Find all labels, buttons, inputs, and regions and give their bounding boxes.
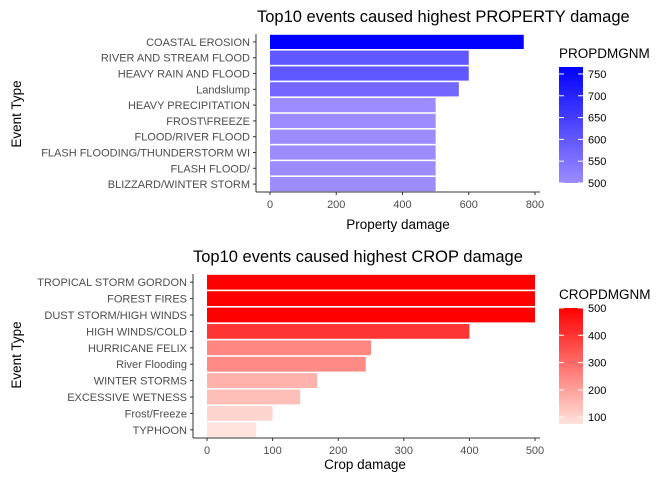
legend-tick-label: 500 [588, 178, 606, 190]
bar [207, 274, 535, 290]
crop-y-axis-title: Event Type [9, 321, 24, 388]
bar [270, 97, 436, 113]
legend-tick-label: 750 [588, 69, 606, 81]
bar [270, 145, 436, 160]
y-tick-label: FLASH FLOODING/THUNDERSTORM WI [41, 148, 250, 160]
bar [207, 389, 301, 405]
bar [207, 324, 470, 339]
x-tick-label: 500 [526, 445, 544, 457]
property-plot-area: BLIZZARD/WINTER STORM FLASH FLOOD/FLASH F… [41, 34, 544, 211]
legend-tick-label: 300 [588, 358, 606, 370]
legend-tick-label: 700 [588, 91, 606, 103]
property-x-axis-title: Property damage [346, 217, 450, 232]
y-tick-label: Frost/Freeze [125, 408, 187, 420]
y-tick-label: DUST STORM/HIGH WINDS [44, 310, 187, 322]
y-tick-label: HEAVY RAIN AND FLOOD [118, 69, 250, 81]
legend-tick-label: 500 [588, 303, 606, 315]
y-tick-label: COASTAL EROSION [146, 37, 250, 49]
property-damage-chart: Top10 events caused highest PROPERTY dam… [9, 8, 650, 232]
legend-tick-label: 400 [588, 330, 606, 342]
y-tick-label: TROPICAL STORM GORDON [37, 277, 187, 289]
x-tick-label: 400 [393, 199, 411, 211]
x-tick-label: 200 [329, 445, 347, 457]
bar [270, 82, 459, 97]
property-chart-title: Top10 events caused highest PROPERTY dam… [257, 8, 630, 26]
y-tick-label: River Flooding [116, 359, 187, 371]
y-tick-label: FROST\FREEZE [166, 116, 250, 128]
y-tick-label: HIGH WINDS/COLD [86, 326, 187, 338]
legend-tick-label: 200 [588, 385, 606, 397]
x-tick-label: 0 [267, 199, 273, 211]
y-tick-label: FLOOD/RIVER FLOOD [134, 132, 250, 144]
property-legend-colorbar [559, 67, 583, 183]
crop-chart-title: Top10 events caused highest CROP damage [193, 248, 523, 266]
y-tick-label: TYPHOON [133, 425, 187, 437]
bar [270, 66, 469, 81]
crop-x-axis-title: Crop damage [324, 457, 406, 472]
y-tick-label: BLIZZARD/WINTER STORM [108, 179, 250, 191]
crop-legend-title: CROPDMGNM [559, 287, 651, 302]
bar [270, 129, 436, 144]
x-tick-label: 800 [526, 199, 544, 211]
y-tick-label: RIVER AND STREAM FLOOD [101, 53, 250, 65]
x-tick-label: 300 [395, 445, 413, 457]
y-tick-label: Landslump [196, 84, 250, 96]
x-tick-label: 100 [263, 445, 281, 457]
bar [207, 307, 535, 323]
property-legend-ticks: 500 550 600 650 700 750 [559, 69, 606, 190]
bar [207, 356, 366, 372]
bar [207, 373, 318, 388]
bar [270, 176, 436, 192]
legend-tick-label: 550 [588, 156, 606, 168]
y-tick-label: HURRICANE FELIX [88, 343, 188, 355]
y-tick-label: FOREST FIRES [107, 294, 187, 306]
bar [207, 406, 273, 421]
bar [270, 161, 436, 176]
bar [270, 34, 524, 50]
y-tick-label: WINTER STORMS [94, 376, 187, 388]
legend-tick-label: 600 [588, 134, 606, 146]
bar [207, 340, 371, 356]
crop-damage-chart: Top10 events caused highest CROP damage … [9, 248, 651, 472]
y-tick-label: FLASH FLOOD/ [171, 163, 251, 175]
x-tick-label: 200 [327, 199, 345, 211]
x-tick-label: 0 [204, 445, 210, 457]
x-tick-label: 400 [460, 445, 478, 457]
crop-legend-ticks: 100 200 300 400 500 [559, 303, 606, 424]
bar [207, 422, 257, 438]
legend-tick-label: 100 [588, 412, 606, 424]
bar [270, 50, 469, 65]
property-legend-title: PROPDMGNM [559, 46, 650, 61]
legend-tick-label: 650 [588, 113, 606, 125]
crop-plot-area: TYPHOON Frost/Freeze EXCESSIVE WETNESS WINT… [37, 274, 544, 457]
x-tick-label: 600 [460, 199, 478, 211]
bar [207, 291, 535, 306]
crop-legend-colorbar [559, 308, 583, 424]
property-y-axis-title: Event Type [9, 80, 24, 147]
y-tick-label: EXCESSIVE WETNESS [67, 392, 187, 404]
bar [270, 113, 436, 129]
y-tick-label: HEAVY PRECIPITATION [128, 100, 250, 112]
